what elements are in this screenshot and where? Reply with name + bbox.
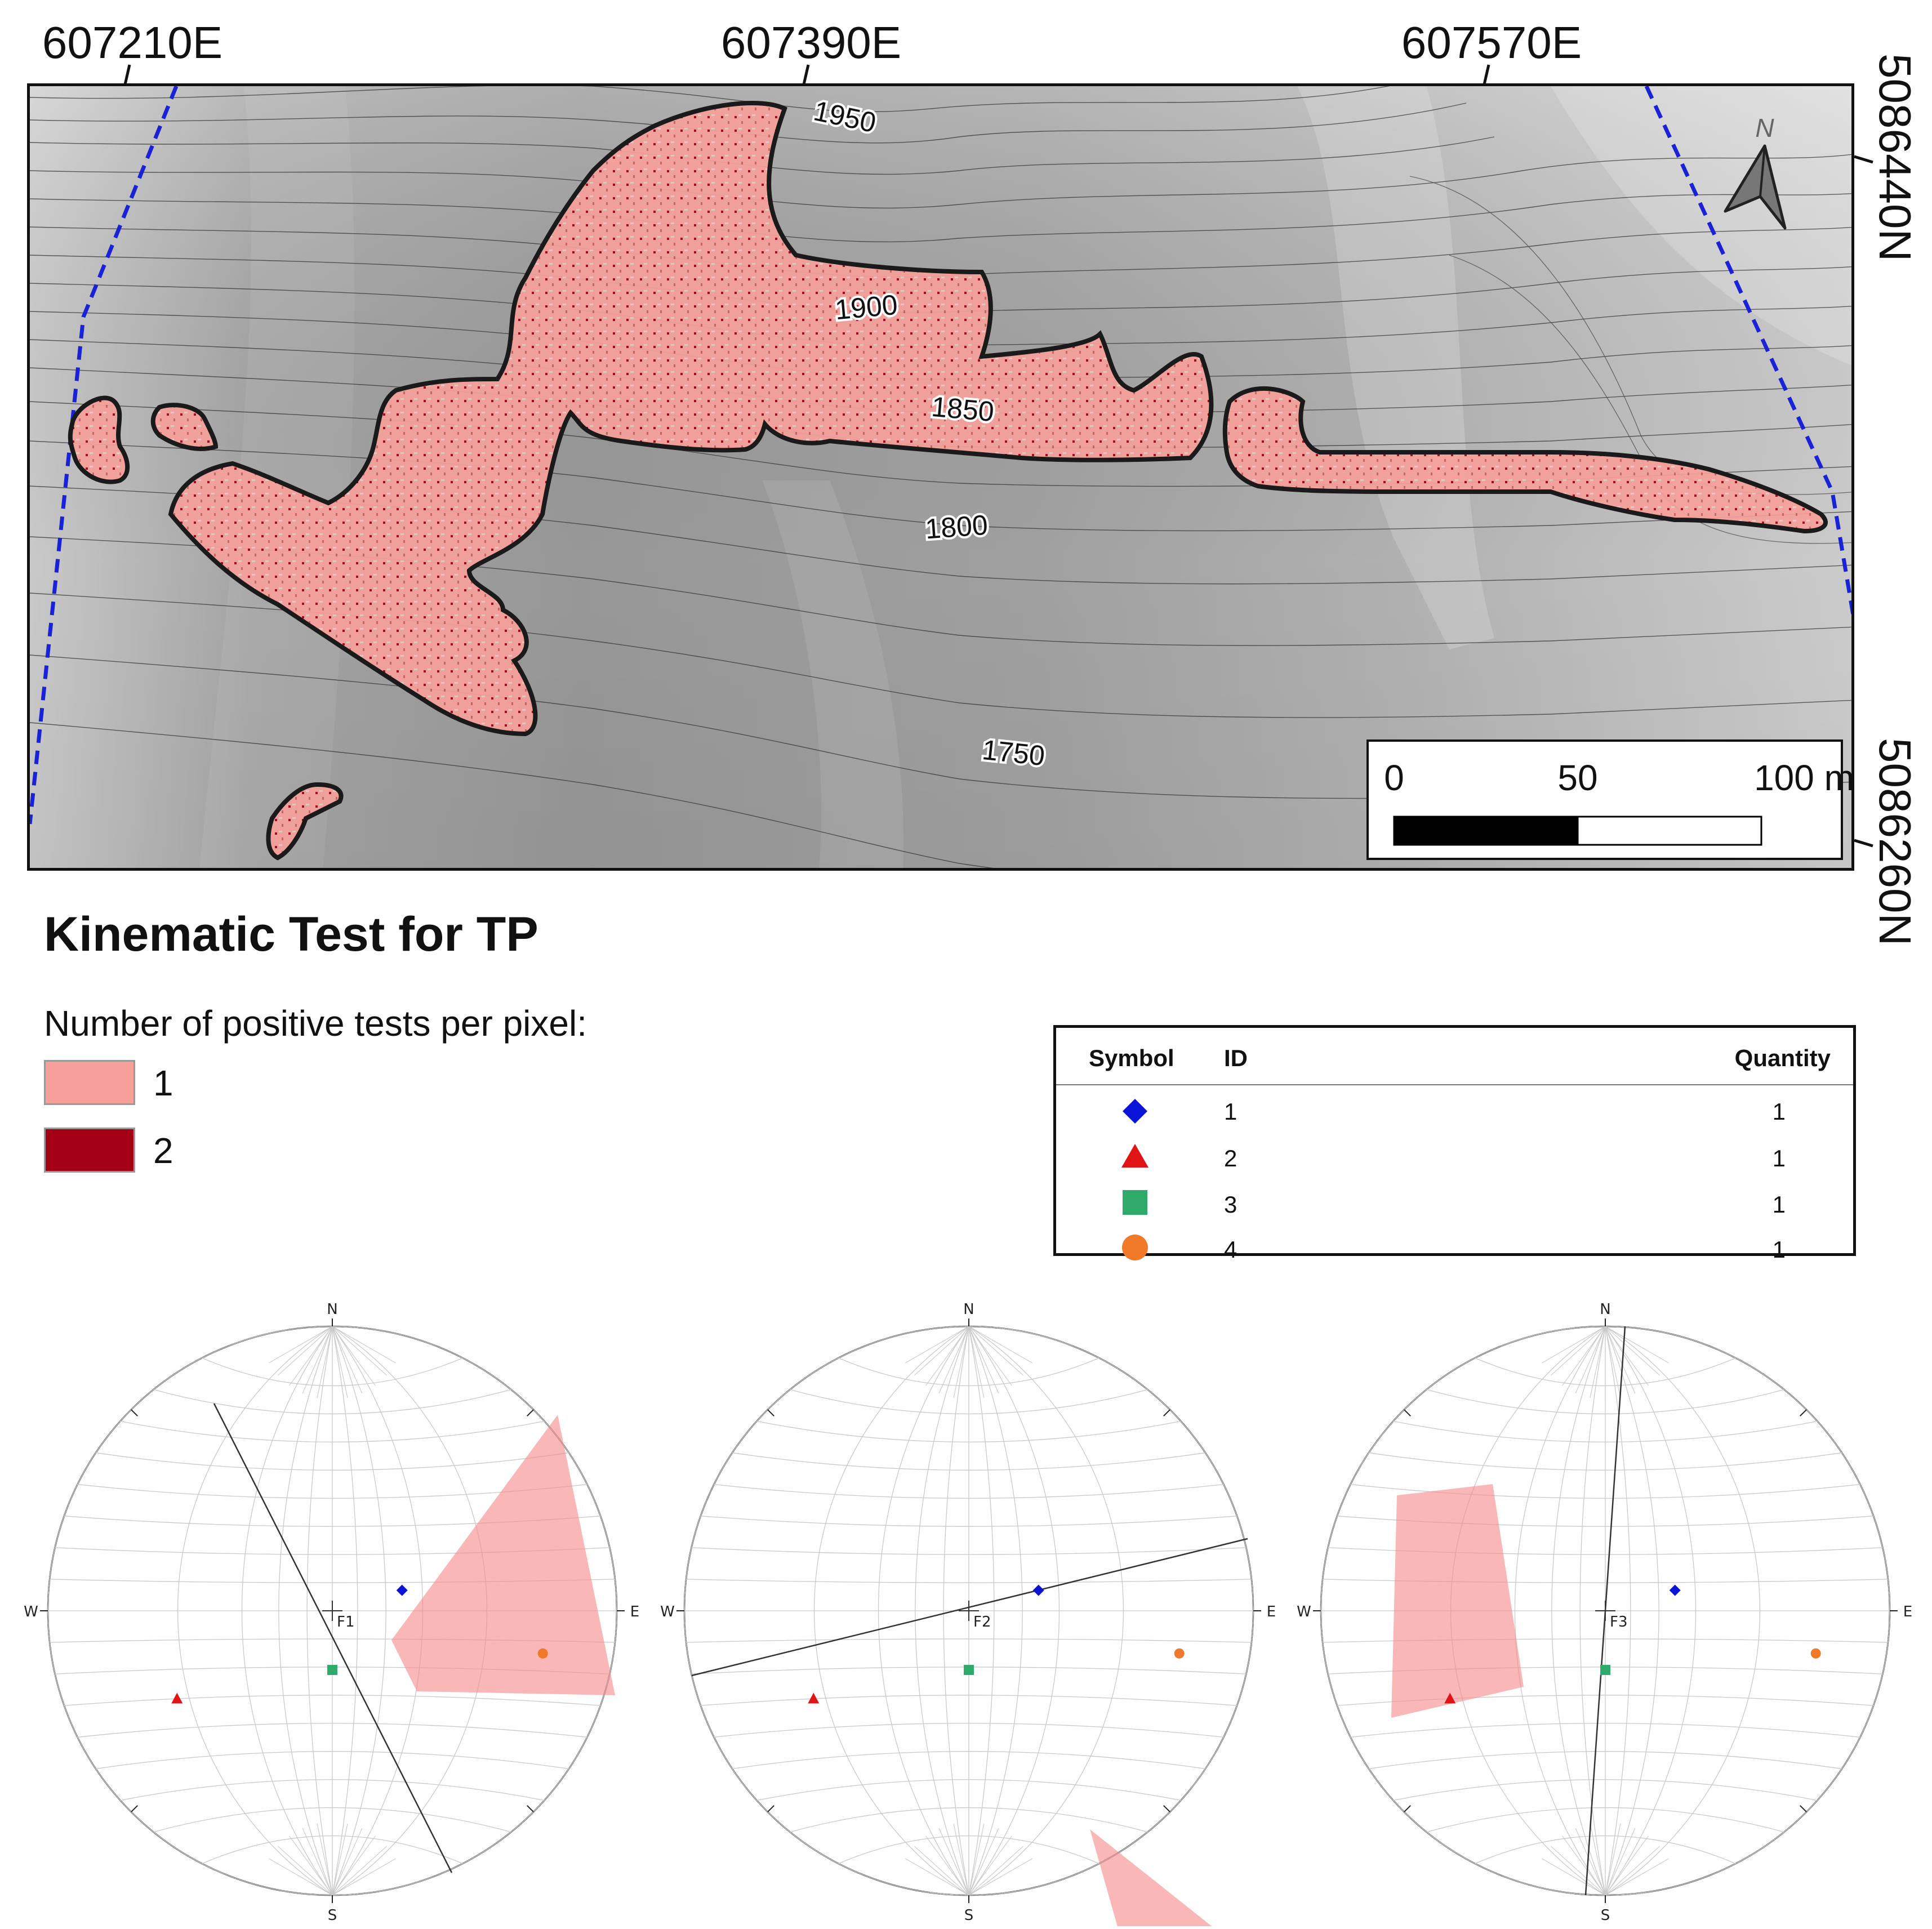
row-quantity: 1 [1772, 1145, 1786, 1171]
plane-label: F3 [1610, 1614, 1628, 1630]
plane-trace [213, 1403, 453, 1873]
study-area-boundary-east [1644, 86, 1851, 617]
direction-label-n: N [327, 1301, 337, 1318]
row-quantity: 1 [1772, 1191, 1786, 1218]
header-id: ID [1224, 1045, 1248, 1071]
pole-4-circle [1810, 1648, 1821, 1659]
symbol-table: Symbol ID Quantity 1 1 2 1 3 1 4 1 [1053, 1025, 1856, 1263]
plane-label: F2 [973, 1614, 991, 1630]
hillshade-map: 1950 1900 1850 1800 1750 N 0 50 100 m [30, 86, 1854, 868]
north-arrow-icon: N [1724, 113, 1787, 230]
pole-4-circle [1174, 1648, 1185, 1659]
contour-label-1900: 1900 [834, 289, 899, 326]
pole-1-diamond [1669, 1584, 1681, 1596]
row-id: 4 [1224, 1236, 1237, 1263]
scale-label-100m: 100 m [1754, 758, 1854, 798]
scale-bar: 0 50 100 m [1366, 739, 1854, 860]
rim-tick [1800, 1805, 1807, 1812]
rim-tick [131, 1805, 138, 1812]
pole-3-square [964, 1665, 974, 1676]
rim-tick [767, 1805, 774, 1812]
pole-4-circle [537, 1648, 548, 1659]
direction-label-w: W [660, 1603, 675, 1620]
daylight-envelope-wedge [1391, 1484, 1524, 1718]
direction-label-n: N [963, 1301, 974, 1318]
pole-3-square [1600, 1665, 1610, 1676]
plane-trace [691, 1538, 1248, 1677]
rim-tick [131, 1409, 138, 1416]
direction-label-e: E [1903, 1603, 1912, 1620]
rim-tick [1404, 1409, 1411, 1416]
pole-2-triangle [808, 1692, 820, 1704]
table-divider [1056, 1084, 1853, 1085]
pole-1-diamond [1032, 1584, 1044, 1596]
direction-label-w: W [1297, 1603, 1311, 1620]
rim-tick [767, 1409, 774, 1416]
legend-heading: Number of positive tests per pixel: [44, 1003, 587, 1044]
legend-label-1: 1 [153, 1063, 173, 1103]
grid-ticks [123, 64, 1873, 848]
direction-label-n: N [1600, 1301, 1610, 1318]
direction-label-w: W [24, 1603, 38, 1620]
daylight-envelope-wedge [391, 1415, 615, 1695]
easting-label-607210: 607210E [42, 17, 223, 68]
legend-label-2: 2 [153, 1130, 173, 1171]
map-title: Kinematic Test for TP [44, 907, 538, 961]
northing-label-5086260: 5086260N [1870, 738, 1920, 946]
scale-label-0: 0 [1384, 758, 1404, 798]
pole-3-square [327, 1665, 337, 1676]
northing-label-5086440: 5086440N [1870, 54, 1920, 262]
rim-tick [527, 1409, 534, 1416]
legend-swatch-1 [44, 1060, 135, 1105]
direction-label-s: S [328, 1907, 337, 1924]
rim-tick [1404, 1805, 1411, 1812]
triangle-icon [1121, 1144, 1148, 1168]
circle-icon [1122, 1235, 1148, 1260]
pole-2-triangle [1444, 1692, 1456, 1704]
square-icon [1123, 1190, 1147, 1215]
row-quantity: 1 [1772, 1236, 1786, 1263]
easting-label-607570: 607570E [1401, 17, 1582, 68]
contour-label-1850: 1850 [930, 391, 995, 427]
rim-tick [1163, 1805, 1170, 1812]
direction-label-s: S [964, 1907, 974, 1924]
rim-tick [1800, 1409, 1807, 1416]
direction-label-e: E [630, 1603, 639, 1620]
stereonet-f2: N S E W F2 [660, 1301, 1276, 1926]
row-id: 1 [1224, 1098, 1237, 1125]
stereonet-f1: N S E W F1 [24, 1301, 639, 1924]
row-id: 3 [1224, 1191, 1237, 1218]
study-area-boundary-west [30, 86, 179, 825]
map-frame: 1950 1900 1850 1800 1750 N 0 50 100 m [27, 83, 1854, 871]
north-arrow-label: N [1755, 113, 1774, 142]
diamond-icon [1123, 1099, 1147, 1124]
contour-label-1800: 1800 [924, 509, 989, 545]
positive-test-zones [68, 101, 1828, 861]
direction-label-e: E [1267, 1603, 1276, 1620]
row-id: 2 [1224, 1145, 1237, 1171]
header-quantity: Quantity [1734, 1045, 1831, 1071]
pole-2-triangle [171, 1692, 183, 1704]
header-symbol: Symbol [1089, 1045, 1174, 1071]
pole-1-diamond [396, 1584, 408, 1596]
stereonet-f3: N S E W F3 [1297, 1301, 1912, 1924]
rim-tick [1163, 1409, 1170, 1416]
easting-label-607390: 607390E [720, 17, 902, 68]
scale-label-50: 50 [1557, 758, 1597, 798]
plane-label: F1 [337, 1614, 355, 1630]
row-quantity: 1 [1772, 1098, 1786, 1125]
legend-swatch-2 [44, 1128, 135, 1173]
rim-tick [527, 1805, 534, 1812]
direction-label-s: S [1601, 1907, 1610, 1924]
